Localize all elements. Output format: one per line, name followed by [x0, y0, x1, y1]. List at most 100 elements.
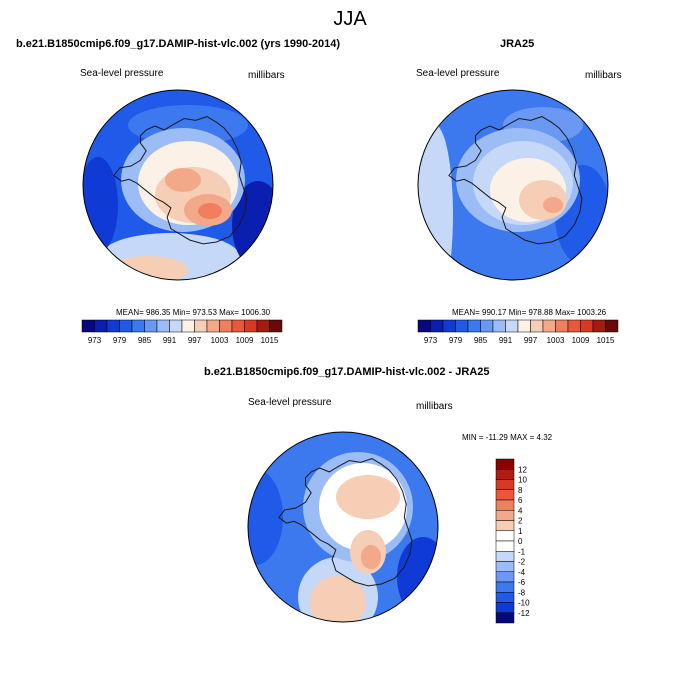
difference-colorbar-swatch [495, 540, 515, 552]
difference-colorbar-swatch [495, 469, 515, 480]
figure-title: JJA [333, 8, 367, 30]
obs-panel-title: JRA25 [500, 38, 535, 50]
difference-colorbar-tick-label: -1 [518, 547, 526, 556]
obs-colorbar-swatch [517, 319, 531, 333]
difference-colorbar-swatch [495, 551, 515, 562]
model-colorbar-swatch [131, 319, 145, 333]
difference-colorbar-tick-label: 6 [518, 496, 523, 505]
obs-colorbar-swatch [580, 319, 594, 333]
model-field-label: Sea-level pressure [80, 68, 164, 79]
model-colorbar-tick-label: 1015 [261, 336, 279, 345]
obs-colorbar-swatch [505, 319, 519, 333]
obs-colorbar-swatch [480, 319, 494, 333]
obs-colorbar-swatch [455, 319, 469, 333]
difference-contour-region [310, 576, 366, 622]
model-map-rim [82, 89, 274, 281]
difference-colorbar-swatch [495, 479, 515, 490]
difference-colorbar-tick-label: -2 [518, 558, 526, 567]
model-colorbar-tick-label: 1009 [236, 336, 254, 345]
difference-contour-region [397, 537, 438, 617]
difference-stats: MIN = -11.29 MAX = 4.32 [462, 433, 553, 442]
obs-colorbar-tick-label: 985 [474, 336, 488, 345]
difference-colorbar-swatch [495, 612, 515, 624]
difference-colorbar-tick-label: 8 [518, 486, 523, 495]
obs-colorbar-tick-label: 1015 [597, 336, 615, 345]
difference-colorbar-swatch [495, 530, 515, 542]
difference-colorbar-tick-label: -4 [518, 568, 526, 577]
obs-colorbar-swatch [592, 319, 606, 333]
model-panel-title: b.e21.B1850cmip6.f09_g17.DAMIP-hist-vlc.… [16, 38, 341, 50]
model-colorbar-tick-label: 991 [163, 336, 177, 345]
model-units-label: millibars [248, 70, 285, 81]
model-colorbar-tick-label: 1003 [211, 336, 229, 345]
difference-colorbar-tick-label: -6 [518, 578, 526, 587]
obs-colorbar-tick-label: 1009 [572, 336, 590, 345]
obs-field-label: Sea-level pressure [416, 68, 500, 79]
obs-colorbar-swatch [417, 319, 431, 333]
difference-colorbar-swatch [495, 581, 515, 593]
difference-colorbar-swatch [495, 561, 515, 572]
obs-colorbar-tick-label: 973 [424, 336, 438, 345]
difference-colorbar-swatch [495, 489, 515, 501]
difference-colorbar-swatch [495, 592, 515, 603]
difference-panel-title: b.e21.B1850cmip6.f09_g17.DAMIP-hist-vlc.… [204, 366, 490, 378]
difference-colorbar-tick-label: 10 [518, 476, 527, 485]
difference-map-rim [247, 431, 439, 623]
difference-coastline [278, 458, 413, 587]
model-map [82, 89, 274, 281]
obs-stats: MEAN= 990.17 Min= 978.88 Max= 1003.26 [452, 308, 607, 317]
difference-colorbar-swatch [495, 520, 515, 531]
obs-colorbar-tick-label: 997 [524, 336, 538, 345]
model-coastline [113, 116, 248, 245]
model-colorbar-swatch [144, 319, 158, 333]
model-colorbar-swatch [181, 319, 195, 333]
obs-colorbar-swatch [555, 319, 569, 333]
obs-colorbar-swatch [492, 319, 506, 333]
difference-colorbar-swatch [495, 458, 515, 470]
obs-colorbar-tick-label: 991 [499, 336, 513, 345]
model-colorbar-tick-label: 997 [188, 336, 202, 345]
obs-colorbar-tick-label: 979 [449, 336, 463, 345]
model-colorbar-swatch [169, 319, 183, 333]
model-colorbar-swatch [206, 319, 220, 333]
model-colorbar-swatch [94, 319, 108, 333]
difference-map [247, 431, 439, 623]
difference-colorbar-tick-label: -8 [518, 588, 526, 597]
difference-colorbar-tick-label: 2 [518, 517, 523, 526]
model-colorbar-swatch [244, 319, 258, 333]
obs-map [417, 89, 609, 281]
obs-coastline [448, 116, 583, 245]
model-colorbar-swatch [269, 319, 283, 333]
difference-colorbar-tick-label: -12 [518, 609, 530, 618]
model-contour-region [198, 203, 222, 219]
model-colorbar-swatch [106, 319, 120, 333]
model-colorbar-swatch [156, 319, 170, 333]
difference-units-label: millibars [416, 401, 453, 412]
difference-colorbar-tick-label: 0 [518, 537, 523, 546]
obs-colorbar-swatch [430, 319, 444, 333]
obs-units-label: millibars [585, 70, 622, 81]
obs-colorbar-swatch [467, 319, 481, 333]
obs-colorbar-swatch [605, 319, 619, 333]
difference-colorbar-tick-label: 4 [518, 506, 523, 515]
difference-colorbar-tick-label: 12 [518, 465, 527, 474]
model-stats: MEAN= 986.35 Min= 973.53 Max= 1006.30 [116, 308, 271, 317]
difference-colorbar-swatch [495, 571, 515, 583]
difference-contour-region [248, 469, 283, 565]
model-colorbar-swatch [119, 319, 133, 333]
model-colorbar-swatch [231, 319, 245, 333]
obs-contour-region [543, 197, 563, 213]
obs-colorbar-tick-label: 1003 [547, 336, 565, 345]
model-colorbar-swatch [256, 319, 270, 333]
difference-colorbar-swatch [495, 510, 515, 521]
model-colorbar-swatch [194, 319, 208, 333]
difference-colorbar-swatch [495, 602, 515, 613]
model-colorbar-tick-label: 985 [138, 336, 152, 345]
difference-contour-region [361, 545, 381, 569]
difference-contour-region [336, 475, 400, 519]
model-colorbar-tick-label: 979 [113, 336, 127, 345]
difference-colorbar-swatch [495, 499, 515, 511]
model-colorbar-tick-label: 973 [88, 336, 102, 345]
model-colorbar-swatch [81, 319, 95, 333]
